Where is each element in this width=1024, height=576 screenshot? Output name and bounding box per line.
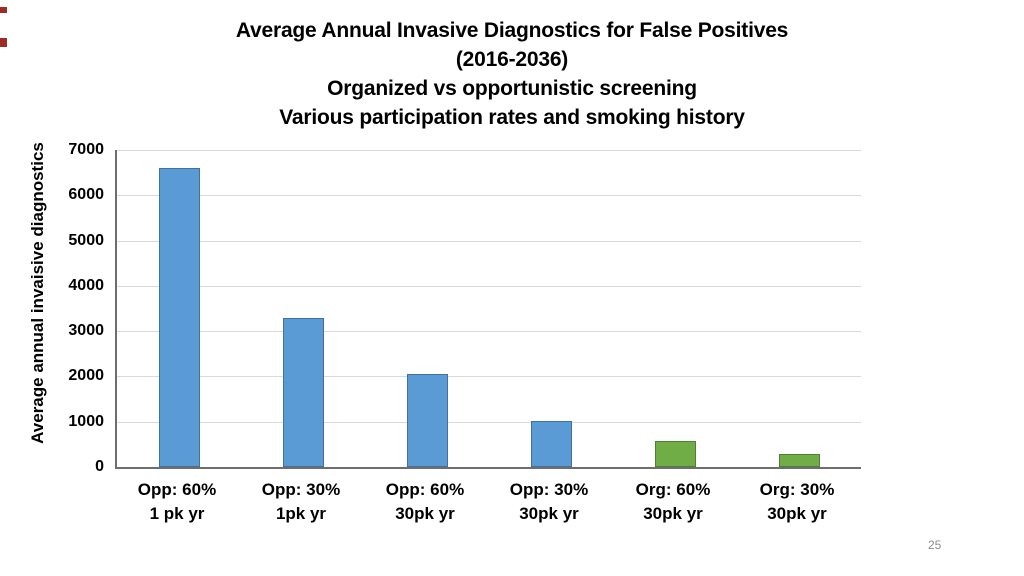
- y-tick-label: 3000: [68, 322, 104, 340]
- y-tick-label: 7000: [68, 141, 104, 158]
- bar-6: [778, 453, 820, 467]
- bar-slot: [737, 150, 861, 467]
- bar-2: [282, 317, 324, 467]
- page-number: 25: [928, 538, 942, 552]
- y-tick-label: 4000: [68, 276, 104, 294]
- x-category-label: Opp: 60% 1 pk yr: [137, 480, 217, 523]
- bar-slot: [365, 150, 489, 467]
- y-axis-ticks: 0 1000 2000 3000 4000 5000 6000 7000: [0, 141, 104, 475]
- bar-slot: [241, 150, 365, 467]
- gridline: [117, 421, 861, 423]
- gridline: [117, 240, 861, 242]
- y-tick-label: 1000: [68, 412, 104, 430]
- gridline: [117, 376, 861, 378]
- bar-slot: [117, 150, 241, 467]
- bar-slot: [613, 150, 737, 467]
- bar-1: [158, 168, 200, 467]
- plot-area: [115, 150, 861, 469]
- y-tick-label: 0: [95, 458, 104, 475]
- x-category-label: Opp: 30% 1pk yr: [261, 480, 341, 523]
- x-category-label: Org: 30% 30pk yr: [759, 480, 835, 523]
- bar-3: [406, 374, 448, 467]
- x-category-label: Org: 60% 30pk yr: [635, 480, 711, 523]
- x-axis-labels: Opp: 60% 1 pk yr Opp: 30% 1pk yr Opp: 60% 30p…: [115, 478, 859, 526]
- bar-slot: [489, 150, 613, 467]
- red-edge-mark: [0, 38, 7, 47]
- x-category-label: Opp: 30% 30pk yr: [509, 480, 589, 523]
- y-tick-label: 6000: [68, 186, 104, 204]
- y-tick-label: 2000: [68, 367, 104, 385]
- chart-title-line-2: (2016-2036): [455, 48, 569, 71]
- bar-5: [654, 440, 696, 467]
- chart-title-line-1: Average Annual Invasive Diagnostics for …: [235, 19, 789, 42]
- chart-title: Average Annual Invasive Diagnostics for …: [0, 16, 1024, 132]
- y-tick-label: 5000: [68, 231, 104, 249]
- gridline: [117, 285, 861, 287]
- chart-title-line-3: Organized vs opportunistic screening: [327, 77, 697, 100]
- gridline: [117, 195, 861, 197]
- gridline: [117, 331, 861, 333]
- chart-title-line-4: Various participation rates and smoking …: [279, 106, 745, 129]
- gridline: [117, 150, 861, 151]
- bar-4: [530, 420, 572, 467]
- bars-row: [117, 150, 861, 467]
- red-edge-mark: [0, 7, 7, 13]
- x-category-label: Opp: 60% 30pk yr: [385, 480, 465, 523]
